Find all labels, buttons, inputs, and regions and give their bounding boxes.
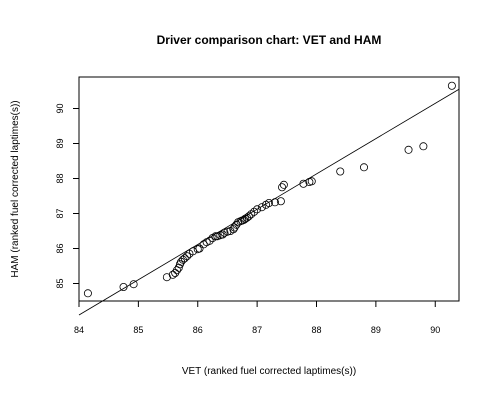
y-tick-label: 88 — [55, 173, 65, 183]
data-point — [253, 205, 262, 214]
data-point — [276, 197, 285, 206]
x-tick-label: 84 — [74, 325, 84, 335]
chart-title: Driver comparison chart: VET and HAM — [157, 33, 382, 47]
data-point — [195, 244, 204, 253]
y-tick-label: 87 — [55, 208, 65, 218]
data-point — [129, 280, 138, 289]
y-axis-label: HAM (ranked fuel corrected laptimes(s)) — [10, 100, 21, 277]
data-point — [307, 177, 316, 186]
data-point — [174, 263, 183, 272]
data-point — [205, 236, 214, 245]
x-axis: 84 85 86 87 88 89 90 — [74, 301, 440, 335]
data-point — [223, 227, 232, 236]
data-point — [336, 167, 345, 176]
x-tick-label: 88 — [311, 325, 321, 335]
x-tick-label: 90 — [430, 325, 440, 335]
plot-frame — [78, 76, 460, 302]
data-point — [83, 289, 92, 298]
data-point — [188, 247, 197, 256]
x-tick-label: 89 — [371, 325, 381, 335]
data-point — [244, 212, 253, 221]
data-point — [419, 142, 428, 151]
data-point — [264, 198, 273, 207]
data-point — [183, 252, 192, 261]
data-point — [218, 230, 227, 239]
y-tick-label: 85 — [55, 278, 65, 288]
x-tick-label: 86 — [193, 325, 203, 335]
y-tick-label: 90 — [55, 103, 65, 113]
data-point — [247, 210, 256, 219]
x-tick-label: 87 — [252, 325, 262, 335]
data-point — [278, 183, 287, 192]
data-point — [299, 179, 308, 188]
data-point — [359, 163, 368, 172]
data-point — [119, 282, 128, 291]
data-point — [279, 180, 288, 189]
y-tick-label: 86 — [55, 243, 65, 253]
data-point — [168, 270, 177, 279]
x-tick-label: 85 — [133, 325, 143, 335]
data-point — [447, 81, 456, 90]
data-point — [257, 203, 266, 212]
data-points — [83, 81, 456, 298]
data-point — [270, 198, 279, 207]
y-tick-label: 89 — [55, 138, 65, 148]
data-point — [162, 273, 171, 282]
data-point — [229, 225, 238, 234]
data-point — [250, 207, 259, 216]
x-axis-label: VET (ranked fuel corrected laptimes(s)) — [182, 366, 356, 377]
data-point — [180, 254, 189, 263]
y-axis: 85 86 87 88 89 90 — [55, 103, 79, 289]
data-point — [404, 145, 413, 154]
